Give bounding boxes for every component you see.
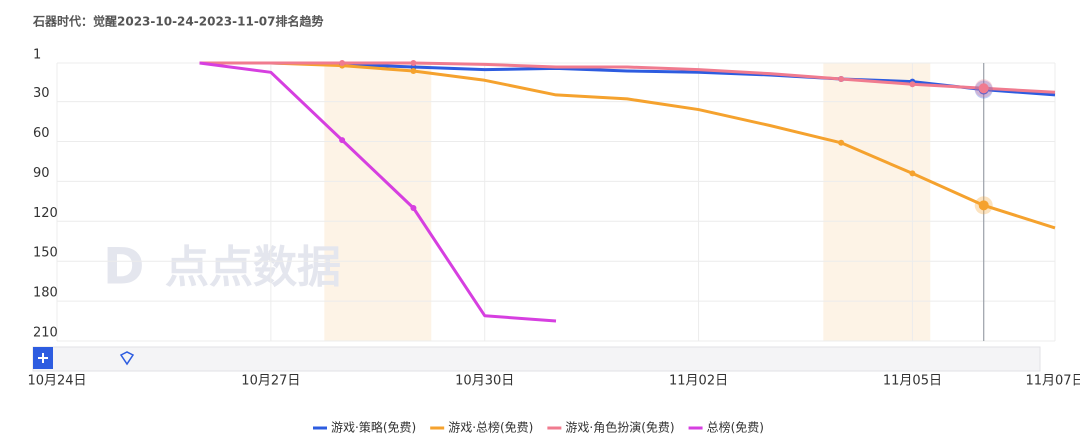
y-tick-label: 1 [33, 48, 41, 63]
point [410, 204, 417, 211]
point [339, 60, 346, 66]
plus-icon [38, 353, 48, 363]
point [410, 60, 417, 66]
legend-label: 游戏·总榜(免费) [448, 420, 533, 435]
point [410, 67, 417, 74]
hover-point [978, 200, 989, 211]
x-tick-label: 10月30日 [455, 374, 514, 389]
x-tick-label: 11月02日 [669, 374, 728, 389]
watermark-logo: D [103, 238, 145, 296]
chart-title: 石器时代：觉醒2023-10-24-2023-11-07排名趋势 [32, 14, 324, 29]
range-slider[interactable] [32, 346, 1041, 372]
point [339, 137, 346, 144]
x-tick-label: 10月27日 [241, 374, 300, 389]
weekend-band [823, 63, 931, 341]
watermark: 点点数据 [165, 242, 341, 293]
legend-label: 游戏·角色扮演(免费) [565, 420, 674, 435]
y-tick-label: 60 [33, 126, 50, 141]
hover-point [978, 83, 989, 94]
slider-handle[interactable] [119, 351, 135, 366]
x-tick-label: 10月24日 [27, 374, 86, 389]
y-tick-label: 30 [33, 86, 50, 101]
point [909, 81, 916, 88]
y-tick-label: 180 [33, 286, 58, 301]
x-tick-label: 11月07日 [1025, 374, 1080, 389]
weekend-band [324, 63, 432, 341]
legend-label: 游戏·策略(免费) [331, 420, 416, 435]
y-tick-label: 210 [33, 326, 58, 341]
background-layer: 点点数据 D [56, 62, 1056, 342]
y-tick-label: 150 [33, 246, 58, 261]
point [838, 75, 845, 82]
legend-label: 总榜(免费) [707, 420, 764, 435]
point [838, 139, 845, 146]
y-tick-label: 120 [33, 206, 58, 221]
x-tick-label: 11月05日 [883, 374, 942, 389]
point [909, 170, 916, 177]
y-tick-label: 90 [33, 166, 50, 181]
series-line [199, 61, 557, 323]
